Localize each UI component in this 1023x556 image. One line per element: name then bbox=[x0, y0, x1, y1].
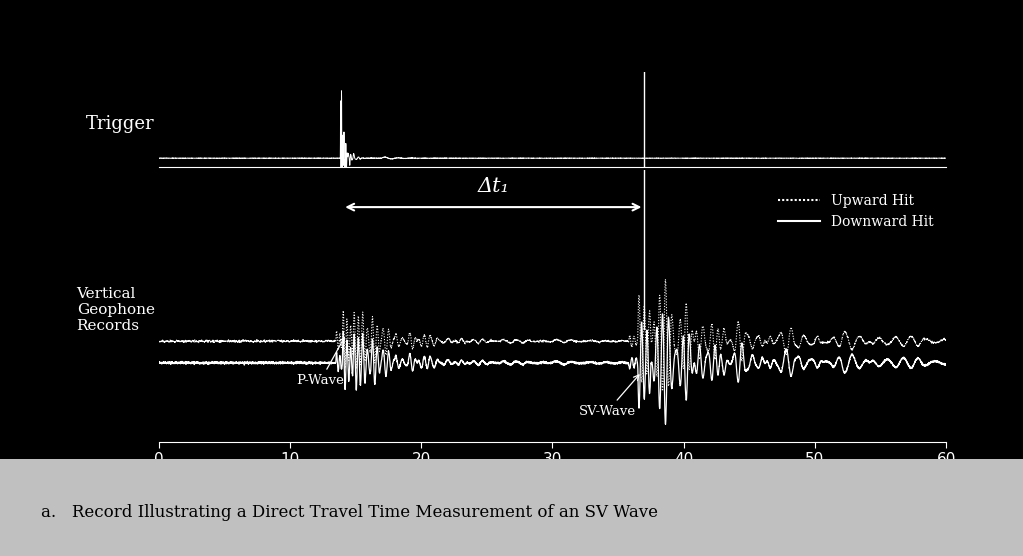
Text: Vertical
Geophone
Records: Vertical Geophone Records bbox=[77, 287, 154, 334]
Text: Trigger: Trigger bbox=[86, 115, 154, 133]
Text: P-Wave: P-Wave bbox=[297, 337, 345, 388]
Text: SV-Wave: SV-Wave bbox=[579, 375, 639, 418]
Text: Δt₁: Δt₁ bbox=[478, 177, 509, 196]
X-axis label: Time, msec: Time, msec bbox=[504, 474, 601, 491]
Legend: Upward Hit, Downward Hit: Upward Hit, Downward Hit bbox=[772, 188, 939, 234]
Text: a.   Record Illustrating a Direct Travel Time Measurement of an SV Wave: a. Record Illustrating a Direct Travel T… bbox=[41, 504, 658, 521]
